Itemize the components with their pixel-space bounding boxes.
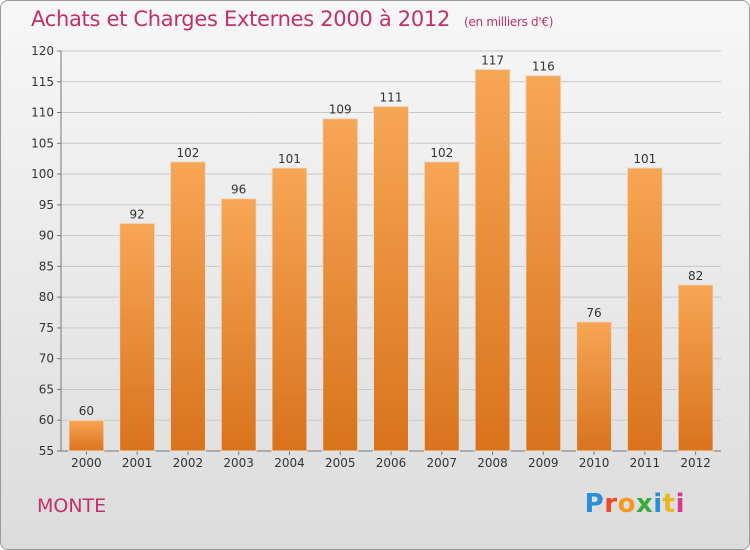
bar-2010 [576, 321, 613, 452]
data-label-2011: 101 [633, 152, 656, 166]
data-label-2009: 116 [532, 60, 555, 74]
x-tick-label-2006: 2006 [376, 456, 407, 470]
bar-2002 [169, 161, 206, 452]
logo-letter: o [617, 489, 636, 519]
y-tick-label: 80 [39, 290, 54, 304]
logo-letter: i [653, 489, 663, 519]
data-label-2010: 76 [586, 306, 601, 320]
data-label-2007: 102 [430, 146, 453, 160]
chart-title: Achats et Charges Externes 2000 à 2012 (e… [31, 7, 553, 31]
bar-2004 [271, 167, 308, 452]
bar-2000 [68, 419, 105, 452]
data-label-2008: 117 [481, 53, 504, 67]
logo-letter: i [675, 489, 685, 519]
bar-2011 [626, 167, 663, 452]
data-label-2005: 109 [329, 103, 352, 117]
bar-2008 [474, 68, 511, 452]
x-tick-label-2003: 2003 [223, 456, 254, 470]
x-tick-label-2008: 2008 [477, 456, 508, 470]
labels: 55 60 65 70 75 80 85 90 95 100 105 110 115 120 60 2000 9… [31, 44, 711, 470]
y-tick-label: 90 [39, 229, 54, 243]
data-label-2006: 111 [380, 90, 403, 104]
data-label-2004: 101 [278, 152, 301, 166]
x-tick-label-2010: 2010 [579, 456, 610, 470]
logo-letter: t [662, 489, 676, 519]
logo-letter: P [584, 489, 605, 519]
x-tick-label-2001: 2001 [122, 456, 153, 470]
data-label-2001: 92 [130, 207, 145, 221]
bar-2005 [322, 118, 359, 452]
x-tick-label-2002: 2002 [173, 456, 204, 470]
y-tick-label: 70 [39, 352, 54, 366]
y-tick-label: 110 [31, 106, 54, 120]
commune-name: MONTE [37, 495, 107, 517]
y-tick-label: 85 [39, 259, 54, 273]
y-tick-label: 75 [39, 321, 54, 335]
y-tick-label: 95 [39, 198, 54, 212]
title-unit: (en milliers d'€) [464, 15, 554, 29]
y-tick-label: 100 [31, 167, 54, 181]
y-tick-label: 120 [31, 44, 54, 58]
bar-2007 [423, 161, 460, 452]
bars [68, 68, 714, 452]
data-label-2000: 60 [79, 404, 94, 418]
bar-2009 [525, 75, 562, 452]
y-tick-label: 55 [39, 444, 54, 458]
logo-letter: r [604, 489, 618, 519]
x-tick-label-2012: 2012 [680, 456, 711, 470]
data-label-2003: 96 [231, 183, 246, 197]
x-tick-label-2000: 2000 [71, 456, 102, 470]
bar-2003 [220, 198, 257, 452]
x-tick-label-2007: 2007 [426, 456, 457, 470]
title-text: Achats et Charges Externes 2000 à 2012 [31, 7, 451, 31]
x-tick-label-2005: 2005 [325, 456, 356, 470]
y-tick-label: 115 [31, 75, 54, 89]
data-label-2002: 102 [176, 146, 199, 160]
logo-letter: x [635, 489, 654, 519]
y-tick-label: 60 [39, 413, 54, 427]
y-tick-label: 105 [31, 136, 54, 150]
proxiti-logo: Proxiti [585, 489, 685, 519]
x-tick-label-2011: 2011 [630, 456, 661, 470]
x-tick-label-2009: 2009 [528, 456, 559, 470]
bar-2006 [373, 105, 409, 452]
y-tick-label: 65 [39, 382, 54, 396]
data-label-2012: 82 [688, 269, 703, 283]
bar-2012 [677, 284, 714, 452]
bar-2001 [119, 222, 156, 452]
x-tick-label-2004: 2004 [274, 456, 305, 470]
